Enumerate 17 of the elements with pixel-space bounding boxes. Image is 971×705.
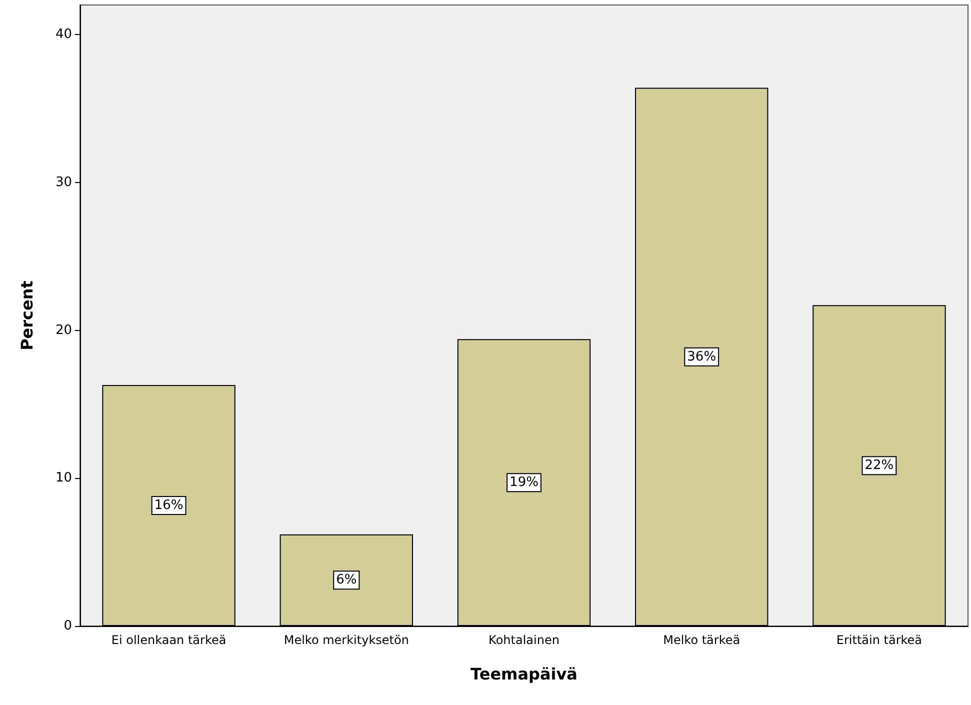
- data-label: 19%: [510, 475, 538, 490]
- data-label: 36%: [687, 349, 716, 364]
- x-tick-label: Ei ollenkaan tärkeä: [111, 633, 226, 647]
- x-tick-label: Erittäin tärkeä: [836, 633, 922, 647]
- data-label: 22%: [864, 458, 894, 474]
- y-tick-label: 40: [55, 27, 72, 42]
- y-tick-label: 0: [64, 618, 72, 634]
- x-tick-label: Kohtalainen: [488, 633, 560, 647]
- x-tick-label: Melko merkityksetön: [284, 633, 409, 647]
- x-tick-label: Melko tärkeä: [663, 633, 740, 647]
- y-axis-title: Percent: [18, 280, 36, 350]
- y-tick-label: 10: [55, 470, 72, 486]
- x-axis-title: Teemapäivä: [470, 664, 578, 684]
- y-tick-label: 20: [55, 322, 72, 338]
- data-label: 6%: [336, 572, 357, 588]
- data-label: 16%: [154, 498, 184, 513]
- y-tick-label: 30: [55, 174, 72, 190]
